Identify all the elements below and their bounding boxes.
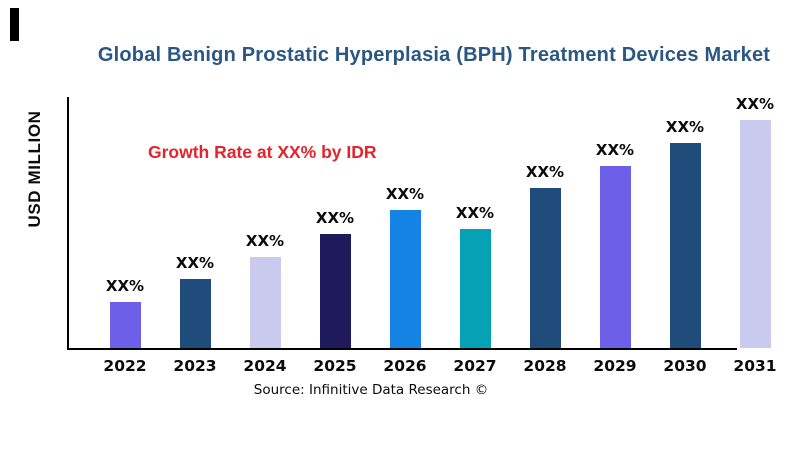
- x-tick-2022: 2022: [103, 357, 147, 375]
- bar-value-label-2023: XX%: [175, 254, 215, 272]
- bar-value-label-2024: XX%: [245, 232, 285, 250]
- bar-value-label-2031: XX%: [735, 95, 775, 113]
- accent-bar: [10, 8, 19, 41]
- bar-2031: [739, 120, 771, 348]
- bar-2029: [599, 166, 631, 348]
- bar-value-label-2027: XX%: [455, 204, 495, 222]
- x-tick-2027: 2027: [453, 357, 497, 375]
- bar-2025: [319, 234, 351, 348]
- bar-2026: [389, 210, 421, 348]
- x-axis-line: [67, 348, 737, 350]
- bar-2023: [179, 279, 211, 348]
- bar-value-label-2026: XX%: [385, 185, 425, 203]
- x-tick-2031: 2031: [733, 357, 777, 375]
- y-axis-label: USD MILLION: [25, 110, 44, 228]
- bar-2030: [669, 143, 701, 348]
- bar-2028: [529, 188, 561, 348]
- y-axis-line: [67, 97, 69, 350]
- bar-value-label-2028: XX%: [525, 163, 565, 181]
- x-tick-2025: 2025: [313, 357, 357, 375]
- bar-value-label-2022: XX%: [105, 277, 145, 295]
- growth-rate-annotation: Growth Rate at XX% by IDR: [148, 142, 377, 162]
- bar-2024: [249, 257, 281, 348]
- bar-value-label-2025: XX%: [315, 209, 355, 227]
- x-tick-2029: 2029: [593, 357, 637, 375]
- chart-title: Global Benign Prostatic Hyperplasia (BPH…: [97, 44, 771, 66]
- x-tick-2023: 2023: [173, 357, 217, 375]
- bar-value-label-2029: XX%: [595, 141, 635, 159]
- x-tick-2024: 2024: [243, 357, 287, 375]
- bar-2027: [459, 229, 491, 348]
- x-tick-2030: 2030: [663, 357, 707, 375]
- x-tick-2026: 2026: [383, 357, 427, 375]
- source-caption: Source: Infinitive Data Research ©: [253, 382, 489, 398]
- bar-value-label-2030: XX%: [665, 118, 705, 136]
- bar-2022: [109, 302, 141, 348]
- x-tick-2028: 2028: [523, 357, 567, 375]
